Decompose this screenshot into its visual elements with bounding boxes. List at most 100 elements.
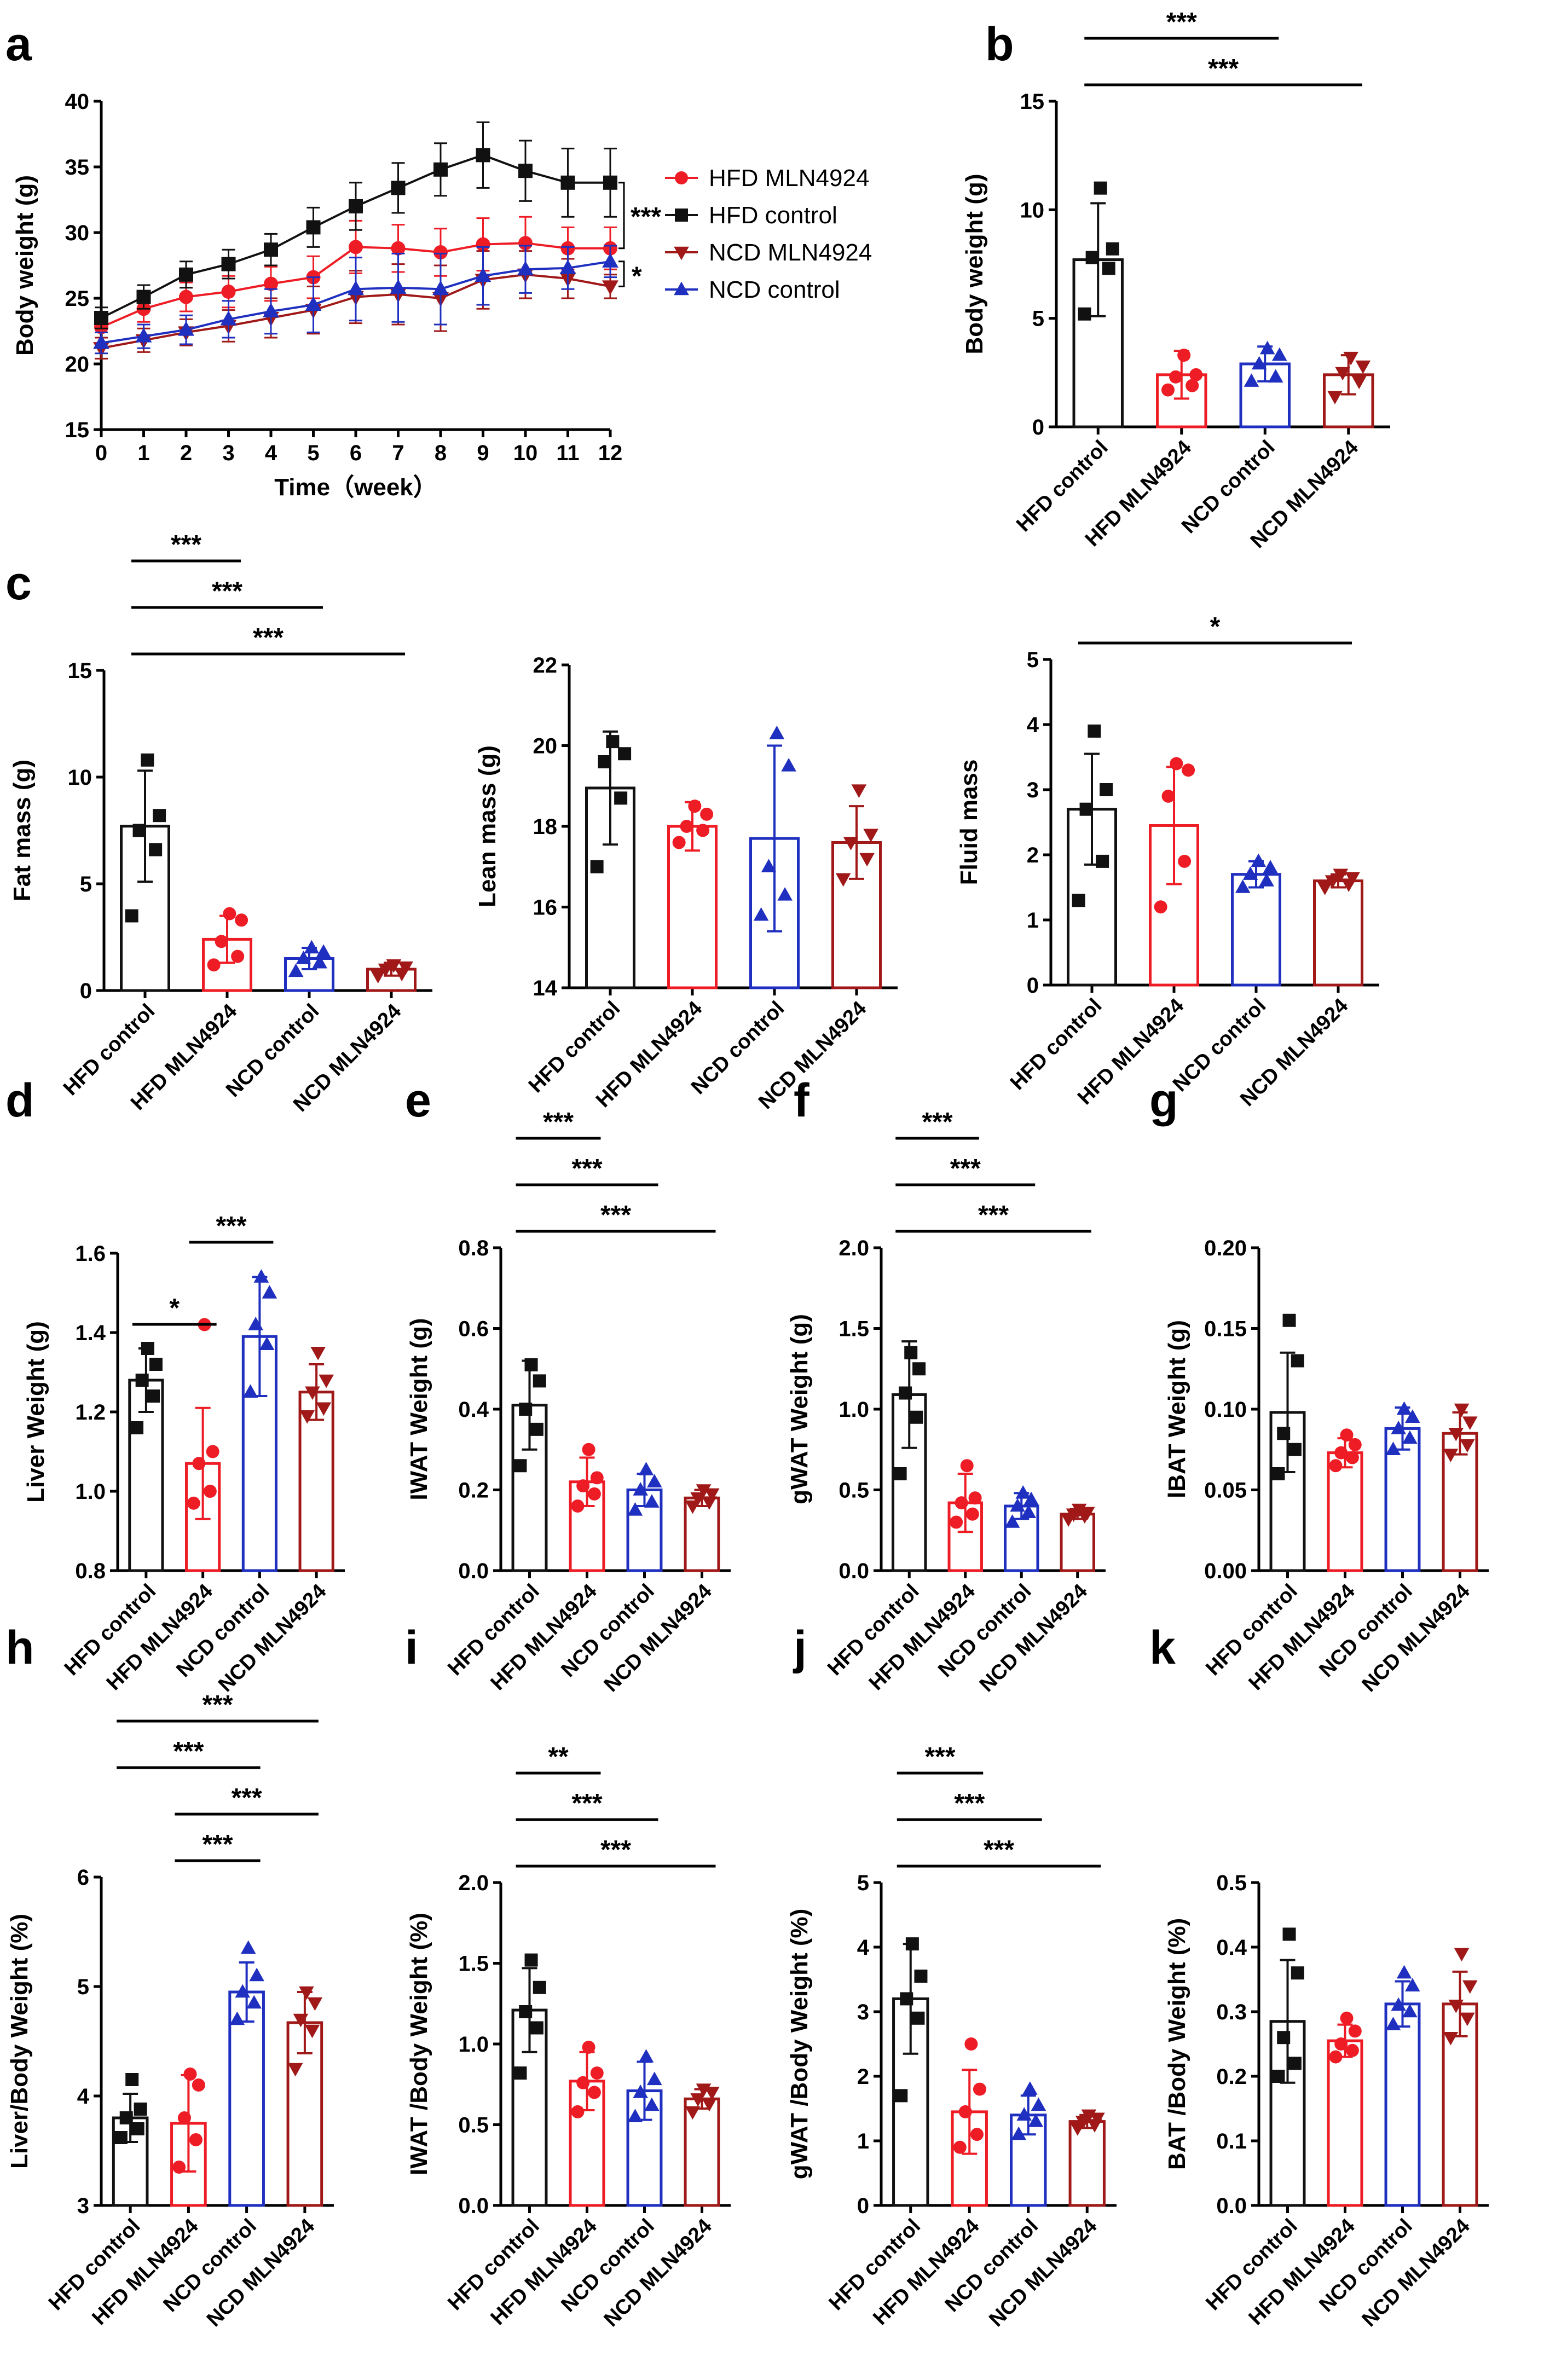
- f-data-point: [965, 1507, 979, 1521]
- i-data-point: [638, 2049, 654, 2063]
- c1-sig-label: ***: [212, 577, 242, 606]
- a-data-point: [391, 181, 406, 195]
- a-data-point: [476, 237, 490, 252]
- a-x-tick-label: 11: [556, 441, 579, 465]
- e-data-point: [633, 1482, 648, 1496]
- j-data-point: [911, 2011, 925, 2025]
- b-y-tick-label: 15: [1020, 90, 1045, 114]
- f-data-point: [1010, 1498, 1025, 1512]
- k-data-point: [1277, 2031, 1291, 2045]
- c2-y-tick-label: 18: [533, 815, 558, 839]
- c3-data-point: [1154, 900, 1167, 914]
- b-data-point: [1106, 242, 1119, 256]
- a-legend-item: NCD MLN4924: [665, 239, 872, 266]
- k-y-tick-label: 0.5: [1216, 1871, 1247, 1895]
- c3-y-axis-label: Fluid mass: [956, 760, 982, 885]
- c3-y-tick-label: 3: [1027, 778, 1039, 802]
- e-data-point: [690, 1492, 706, 1506]
- h-data-point: [299, 1986, 314, 2000]
- j-data-point: [973, 2082, 986, 2096]
- c3-sig-label: *: [1210, 612, 1221, 641]
- k-data-point: [1291, 1966, 1304, 1980]
- a-x-tick-label: 7: [392, 441, 404, 465]
- h-data-point: [183, 2068, 197, 2081]
- a-y-tick-label: 25: [65, 287, 90, 311]
- b-data-point: [1169, 370, 1183, 384]
- j-bar: [1068, 2120, 1106, 2207]
- g-data-point: [1396, 1401, 1412, 1415]
- c2-data-point: [614, 791, 628, 805]
- h-y-tick-label: 5: [77, 1975, 89, 1999]
- j-data-point: [953, 2140, 967, 2154]
- f-sig-label: ***: [922, 1108, 952, 1137]
- a-data-point: [433, 245, 448, 259]
- c1-data-point: [235, 913, 248, 927]
- a-series-0: [94, 216, 617, 339]
- b-data-point: [1094, 181, 1107, 195]
- j-data-point: [894, 2089, 908, 2103]
- a-legend-marker: [674, 281, 689, 296]
- d-data-point: [262, 1285, 277, 1299]
- a-data-point: [221, 257, 236, 271]
- f-y-tick-label: 0.5: [838, 1479, 869, 1503]
- b-data-point: [1268, 369, 1283, 383]
- f-y-tick-label: 1.5: [838, 1317, 869, 1341]
- a-data-point: [135, 328, 152, 343]
- a-data-point: [220, 310, 237, 326]
- g-data-point: [1385, 1441, 1401, 1455]
- a-sig-ncd: *: [632, 262, 642, 291]
- a-y-tick-label: 15: [65, 418, 90, 442]
- a-data-point: [93, 334, 109, 349]
- g-category-label: NCD MLN4924: [1358, 1580, 1474, 1696]
- k-category-label: HFD MLN4924: [1244, 2215, 1359, 2330]
- c2-data-point: [606, 735, 620, 749]
- c3-y-tick-label: 1: [1027, 908, 1039, 933]
- a-data-point: [433, 162, 448, 177]
- g-data-point: [1288, 1443, 1302, 1456]
- f-data-point: [1021, 1504, 1037, 1518]
- h-data-point: [307, 1997, 323, 2011]
- c3-data-point: [1096, 854, 1109, 868]
- f-data-point: [1079, 1507, 1095, 1521]
- d-y-tick-label: 1.6: [75, 1242, 106, 1266]
- a-x-tick-label: 12: [598, 441, 623, 465]
- g-data-point: [1282, 1313, 1296, 1327]
- a-data-point: [306, 220, 321, 235]
- c2-y-tick-label: 16: [533, 896, 558, 920]
- g-data-point: [1402, 1430, 1418, 1444]
- c3-data-point: [1100, 783, 1113, 796]
- c1-data-point: [386, 959, 402, 973]
- i-data-point: [571, 2105, 585, 2118]
- c3-data-point: [1259, 873, 1274, 887]
- j-data-point: [1031, 2097, 1046, 2111]
- a-sig-hfd: ***: [631, 202, 661, 231]
- e-data-point: [590, 1471, 604, 1485]
- c2-y-tick-label: 20: [533, 734, 558, 758]
- c2-data-point: [753, 907, 769, 921]
- k-data-point: [1288, 2057, 1302, 2070]
- h-data-point: [192, 2078, 205, 2092]
- a-legend-marker: [674, 246, 689, 260]
- c3-data-point: [1333, 868, 1349, 883]
- i-sig-label: ***: [571, 1789, 602, 1818]
- k-bar: [1327, 2039, 1363, 2207]
- c3-data-point: [1161, 789, 1175, 803]
- c2-data-point: [598, 755, 611, 768]
- c1-data-point: [378, 963, 394, 977]
- a-legend-label: HFD control: [709, 202, 837, 229]
- e-data-point: [519, 1403, 533, 1416]
- i-category-label: NCD MLN4924: [600, 2215, 716, 2331]
- b-data-point: [1177, 349, 1191, 362]
- b-data-point: [1327, 391, 1343, 404]
- i-data-point: [513, 2066, 527, 2080]
- c3-data-point: [1325, 875, 1340, 889]
- c2-data-point: [835, 873, 851, 887]
- b-data-point: [1189, 368, 1203, 381]
- k-data-point: [1348, 2024, 1362, 2038]
- c1-data-point: [312, 954, 327, 969]
- h-category-label: HFD MLN4924: [88, 2215, 203, 2330]
- f-y-axis-label: gWAT Weight (g): [786, 1314, 813, 1504]
- g-data-point: [1277, 1427, 1291, 1440]
- h-sig-label: ***: [202, 1830, 233, 1859]
